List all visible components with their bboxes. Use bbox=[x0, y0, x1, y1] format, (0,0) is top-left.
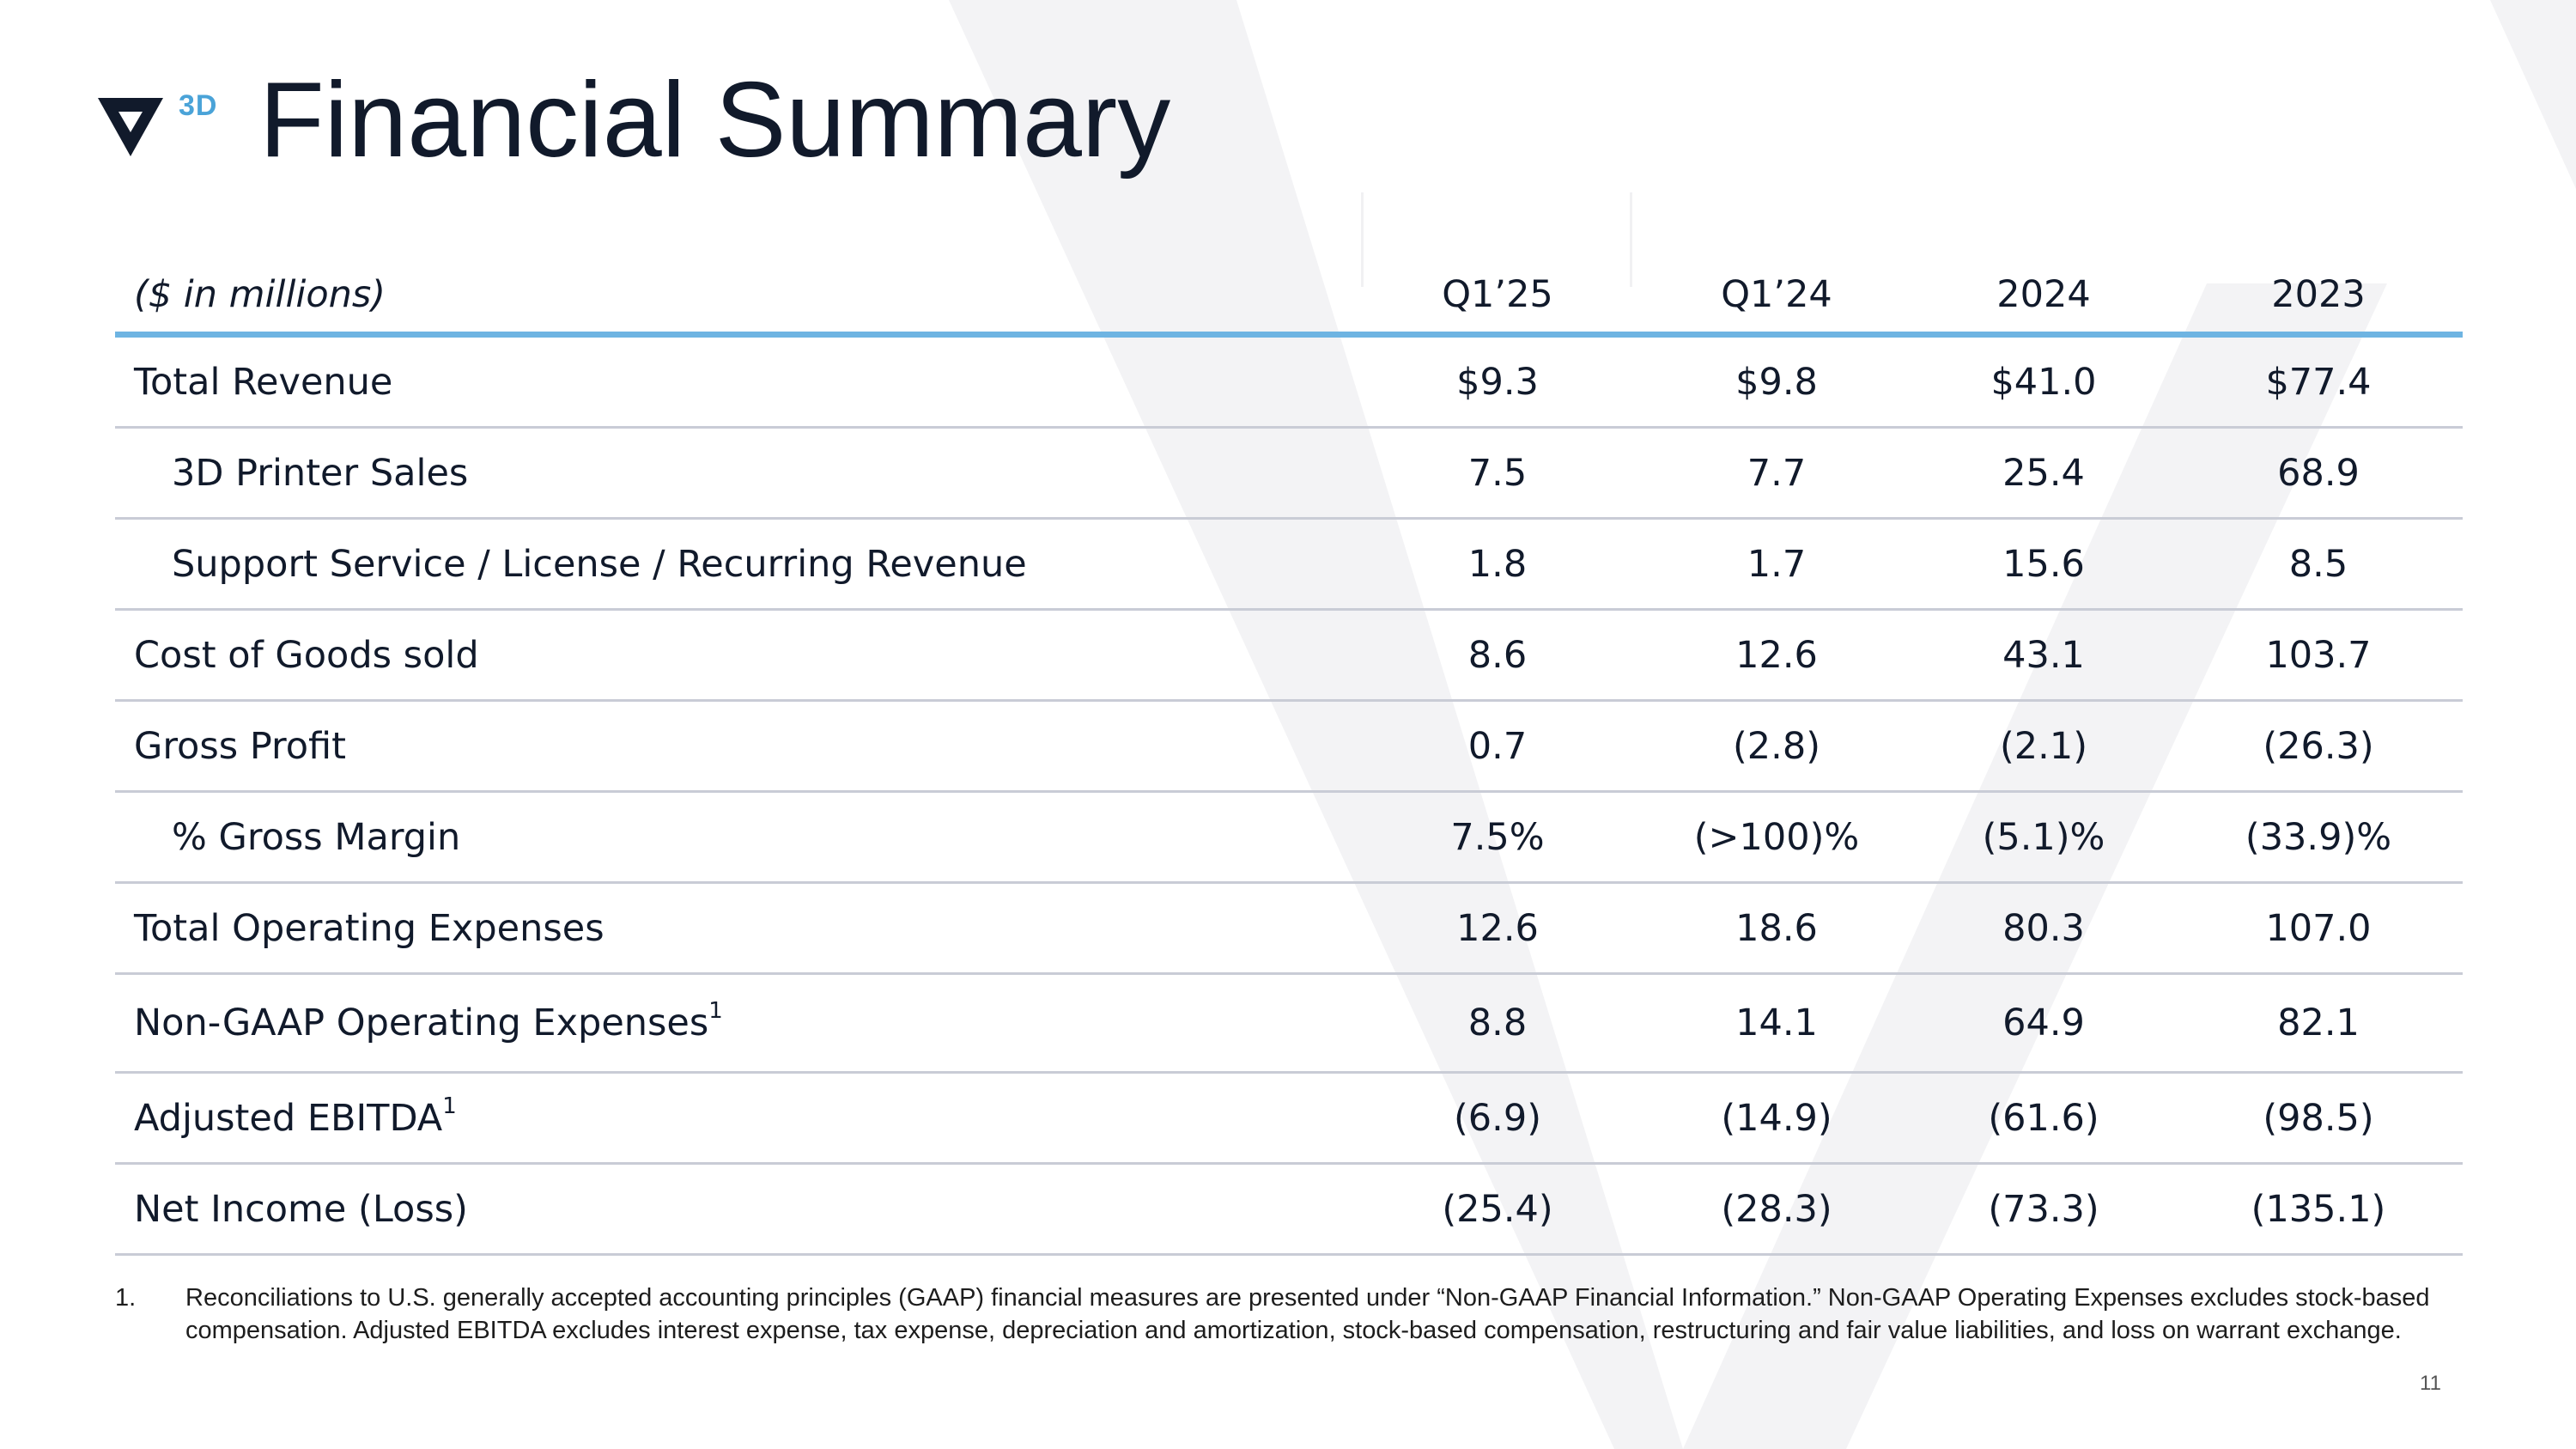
column-header: 2024 bbox=[1996, 273, 2091, 316]
table-cell: $77.4 bbox=[2265, 360, 2372, 404]
footnote-marker: 1 bbox=[442, 1093, 457, 1119]
column-guide bbox=[1630, 192, 1632, 287]
table-cell: 103.7 bbox=[2265, 633, 2372, 677]
row-label: Support Service / License / Recurring Re… bbox=[172, 542, 1027, 586]
table-cell: 107.0 bbox=[2265, 906, 2372, 950]
table-header-row: ($ in millions) Q1’25 Q1’24 2024 2023 bbox=[115, 258, 2463, 338]
table-cell: 68.9 bbox=[2277, 451, 2360, 495]
table-cell: (28.3) bbox=[1721, 1187, 1832, 1231]
table-cell: 8.6 bbox=[1467, 633, 1528, 677]
table-cell: 80.3 bbox=[2002, 906, 2085, 950]
table-cell: 15.6 bbox=[2002, 542, 2085, 586]
row-label: Total Revenue bbox=[134, 360, 393, 404]
row-label-text: Non-GAAP Operating Expenses bbox=[134, 1002, 709, 1044]
table-cell: (>100)% bbox=[1693, 815, 1860, 859]
table-cell: (73.3) bbox=[1988, 1187, 2099, 1231]
table-row: Adjusted EBITDA 1 (6.9) (14.9) (61.6) (98… bbox=[115, 1074, 2463, 1165]
table-row: Non-GAAP Operating Expenses 1 8.8 14.1 64… bbox=[115, 975, 2463, 1074]
table-cell: 7.5 bbox=[1467, 451, 1528, 495]
table-cell: (135.1) bbox=[2251, 1187, 2386, 1231]
table-cell: 1.8 bbox=[1467, 542, 1528, 586]
table-cell: 8.8 bbox=[1467, 1002, 1528, 1044]
table-cell: $41.0 bbox=[1990, 360, 2097, 404]
row-label: 3D Printer Sales bbox=[172, 451, 469, 495]
column-header: 2023 bbox=[2271, 273, 2366, 316]
table-cell: 18.6 bbox=[1735, 906, 1818, 950]
table-cell: 1.7 bbox=[1747, 542, 1807, 586]
row-label: Gross Profit bbox=[134, 724, 346, 768]
table-cell: $9.8 bbox=[1735, 360, 1818, 404]
unit-label: ($ in millions) bbox=[134, 273, 386, 316]
logo-3d-text: 3D bbox=[179, 89, 218, 122]
table-cell: (14.9) bbox=[1721, 1096, 1832, 1140]
row-label: Net Income (Loss) bbox=[134, 1187, 468, 1231]
table-cell: 12.6 bbox=[1735, 633, 1818, 677]
table-row: % Gross Margin 7.5% (>100)% (5.1)% (33.9… bbox=[115, 793, 2463, 884]
table-cell: 12.6 bbox=[1456, 906, 1539, 950]
table-row: Support Service / License / Recurring Re… bbox=[115, 520, 2463, 611]
page-number: 11 bbox=[2420, 1372, 2441, 1395]
table-cell: 7.7 bbox=[1747, 451, 1807, 495]
footnote-text: Reconciliations to U.S. generally accept… bbox=[185, 1284, 2430, 1344]
footnote-marker: 1 bbox=[708, 998, 723, 1024]
table-cell: (6.9) bbox=[1454, 1096, 1541, 1140]
logo-v-icon bbox=[98, 98, 163, 156]
table-cell: 8.5 bbox=[2288, 542, 2348, 586]
column-header: Q1’24 bbox=[1721, 273, 1832, 316]
row-label: Cost of Goods sold bbox=[134, 633, 479, 677]
footnote-number: 1. bbox=[115, 1284, 137, 1312]
table-cell: (26.3) bbox=[2263, 724, 2374, 768]
table-cell: 64.9 bbox=[2002, 1002, 2085, 1044]
table-cell: (2.8) bbox=[1733, 724, 1820, 768]
row-label: Total Operating Expenses bbox=[134, 906, 605, 950]
row-label: Non-GAAP Operating Expenses 1 bbox=[134, 975, 723, 1071]
table-row: Cost of Goods sold 8.6 12.6 43.1 103.7 bbox=[115, 611, 2463, 702]
table-cell: (33.9)% bbox=[2245, 815, 2392, 859]
row-label-text: Adjusted EBITDA bbox=[134, 1096, 443, 1140]
table-cell: 0.7 bbox=[1467, 724, 1528, 768]
page-title: Financial Summary bbox=[259, 61, 1171, 180]
table-cell: 25.4 bbox=[2002, 451, 2085, 495]
table-row: 3D Printer Sales 7.5 7.7 25.4 68.9 bbox=[115, 429, 2463, 520]
column-header: Q1’25 bbox=[1442, 273, 1553, 316]
table-row: Net Income (Loss) (25.4) (28.3) (73.3) (… bbox=[115, 1165, 2463, 1256]
table-row: Total Operating Expenses 12.6 18.6 80.3 … bbox=[115, 884, 2463, 975]
table-row: Gross Profit 0.7 (2.8) (2.1) (26.3) bbox=[115, 702, 2463, 793]
table-cell: (25.4) bbox=[1442, 1187, 1553, 1231]
column-guide bbox=[1361, 192, 1364, 287]
table-row: Total Revenue $9.3 $9.8 $41.0 $77.4 bbox=[115, 338, 2463, 429]
table-cell: $9.3 bbox=[1456, 360, 1539, 404]
row-label: % Gross Margin bbox=[172, 815, 461, 859]
table-cell: 14.1 bbox=[1735, 1002, 1818, 1044]
financial-summary-table: ($ in millions) Q1’25 Q1’24 2024 2023 To… bbox=[115, 258, 2463, 1256]
table-cell: (61.6) bbox=[1988, 1096, 2099, 1140]
table-cell: 7.5% bbox=[1450, 815, 1545, 859]
table-cell: (5.1)% bbox=[1982, 815, 2105, 859]
table-cell: (98.5) bbox=[2263, 1096, 2374, 1140]
table-cell: 82.1 bbox=[2277, 1002, 2360, 1044]
table-cell: (2.1) bbox=[2000, 724, 2087, 768]
table-cell: 43.1 bbox=[2002, 633, 2085, 677]
row-label: Adjusted EBITDA 1 bbox=[134, 1074, 457, 1162]
